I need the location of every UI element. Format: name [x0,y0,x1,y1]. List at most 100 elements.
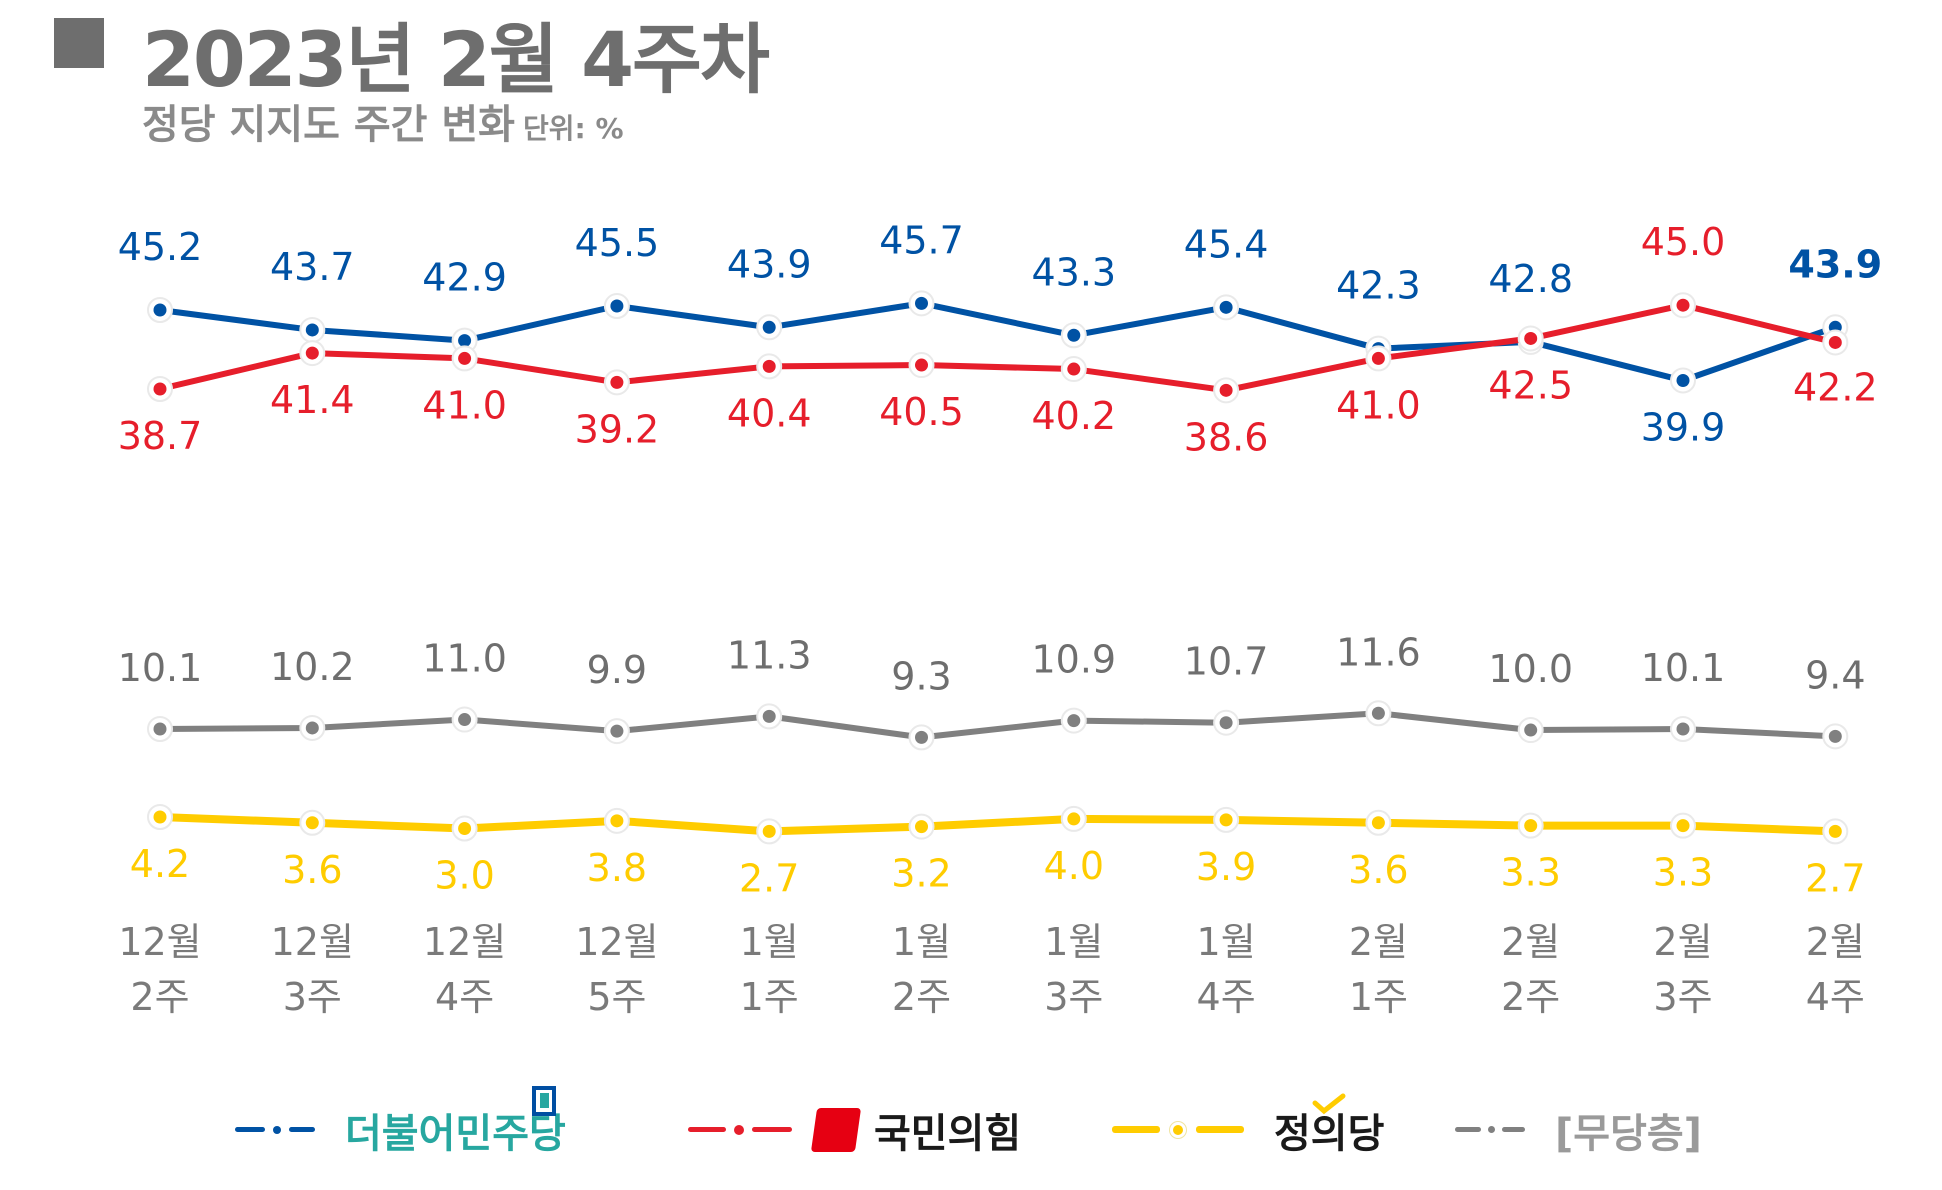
data-label-ind: 9.3 [891,654,951,698]
data-point-dem [915,296,928,310]
data-point-jus [1371,816,1385,830]
data-label-ppp: 41.0 [422,383,507,427]
data-point-ind [1524,723,1538,737]
data-label-jus: 3.3 [1500,851,1560,895]
data-label-ind: 11.3 [727,633,812,677]
subtitle-label: 정당 지지도 주간 변화 [142,102,515,148]
data-label-jus: 4.0 [1044,844,1104,888]
data-label-dem: 43.3 [1031,250,1116,294]
data-point-ppp [305,346,319,360]
data-label-dem: 42.8 [1488,257,1573,301]
data-point-jus [305,816,319,830]
series-line-jus [156,813,1840,836]
data-label-jus: 3.6 [1348,848,1408,892]
data-label-ppp: 40.5 [879,390,964,434]
data-label-ind: 10.2 [270,645,355,689]
data-label-jus: 3.9 [1196,845,1256,889]
data-label-ind: 9.9 [587,648,647,692]
data-point-ppp [153,382,167,396]
x-tick-week: 4주 [435,975,494,1019]
unit-label: 단위: % [522,112,624,145]
data-label-jus: 2.7 [1805,856,1865,900]
legend-line-ppp [688,1124,792,1136]
data-label-dem: 45.5 [575,221,660,265]
data-label-dem: 39.9 [1641,405,1726,449]
data-label-ppp: 38.7 [118,414,203,458]
data-point-dem [1676,373,1690,387]
data-point-dem [610,299,624,313]
chart-title: 2023년 2월 4주차 [142,15,770,104]
data-point-ind [762,709,776,723]
data-label-jus: 3.0 [434,854,494,898]
x-tick-week: 2주 [130,975,189,1019]
data-point-jus [153,810,167,824]
data-point-ppp [1524,331,1538,345]
data-point-jus [1524,819,1538,833]
data-point-dem [1219,300,1233,314]
x-tick-week: 1주 [740,975,799,1019]
x-tick-week: 1주 [1349,975,1408,1019]
legend-line-justice [1112,1122,1244,1138]
data-point-ind [305,721,319,735]
legend-label-democratic: 더불어민주당 [345,1111,566,1157]
data-point-jus [1828,824,1842,838]
data-label-dem: 43.7 [270,245,355,289]
data-point-ind [1828,729,1842,743]
data-point-ppp [610,375,624,389]
data-label-jus: 2.7 [739,856,799,900]
x-tick-month: 2월 [1653,920,1712,964]
data-point-jus [610,814,624,828]
data-point-dem [153,303,167,317]
x-tick-week: 2주 [892,975,951,1019]
data-label-ind: 10.0 [1488,647,1573,691]
legend-label-ppp: 국민의힘 [874,1111,1022,1157]
legend-item-ppp: 국민의힘 [688,1100,1021,1160]
data-point-ind [1219,716,1233,730]
data-point-ind [610,724,624,738]
data-point-dem [762,320,776,334]
data-label-ppp: 45.0 [1641,220,1726,264]
data-label-ppp: 40.2 [1031,394,1116,438]
series-ind: 10.1 10.2 11.0 9.9 11.3 9.3 10.9 10.7 11.6 10.0 10… [118,630,1866,751]
x-tick-week: 2주 [1501,975,1560,1019]
series-jus: 4.2 3.6 3.0 3.8 2.7 3.2 4.0 3.9 3.6 3.3 3.3 2.7 [130,804,1866,900]
x-tick-month: 1월 [892,920,951,964]
data-point-jus [1676,819,1690,833]
ppp-logo-icon [810,1108,862,1152]
data-point-ind [1067,714,1081,728]
data-point-dem [458,334,472,348]
data-point-ppp [1371,351,1385,365]
data-point-ppp [762,359,776,373]
justice-check-icon [1312,1093,1346,1115]
data-point-jus [1067,812,1081,826]
x-tick-month: 2월 [1349,920,1408,964]
data-label-ind: 11.6 [1336,630,1421,674]
x-tick-month: 12월 [423,920,506,964]
x-tick-month: 1월 [740,920,799,964]
x-tick-month: 1월 [1197,920,1256,964]
data-point-ind [1676,722,1690,736]
data-label-jus: 3.8 [587,846,647,890]
data-label-dem: 42.3 [1336,264,1421,308]
data-label-ppp: 42.5 [1488,363,1573,407]
data-label-dem: 43.9 [727,242,812,286]
legend-item-justice: 정의당 [1112,1093,1418,1160]
data-label-jus: 4.2 [130,842,190,886]
data-point-dem [305,323,319,337]
chart-subtitle: 정당 지지도 주간 변화 단위: % [142,92,624,150]
data-point-ppp [1219,383,1233,397]
data-label-ind: 9.4 [1805,653,1865,697]
data-label-ppp: 41.4 [270,378,355,422]
x-tick-week: 4주 [1197,975,1256,1019]
data-label-dem: 45.2 [118,225,203,269]
data-point-ppp [915,358,928,372]
data-label-ppp: 39.2 [575,407,660,451]
data-point-jus [1219,813,1233,827]
data-label-ind: 10.7 [1184,640,1269,684]
data-label-ppp: 42.2 [1793,365,1878,409]
